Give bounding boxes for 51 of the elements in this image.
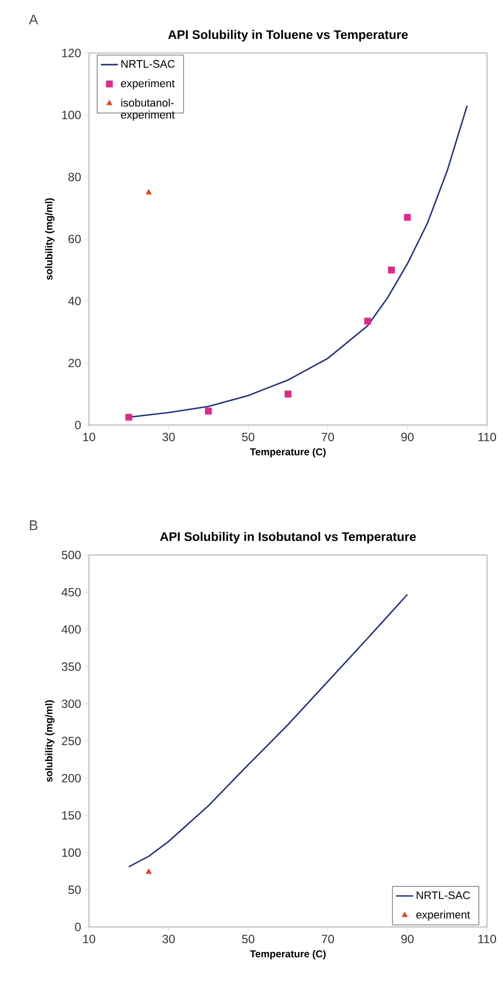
point bbox=[364, 318, 371, 325]
y-tick-label: 80 bbox=[68, 172, 81, 182]
y-tick-label: 100 bbox=[62, 848, 81, 857]
text: B bbox=[30, 520, 38, 530]
x-tick-label: 110 bbox=[478, 934, 496, 944]
x-tick-label: 10 bbox=[83, 432, 96, 442]
line-series bbox=[128, 594, 408, 868]
text: A bbox=[28, 14, 38, 24]
chart-title: API Solubility in Toluene vs Temperature bbox=[168, 30, 408, 42]
y-tick-label: 100 bbox=[62, 110, 81, 120]
legend-label: NRTL-SAC bbox=[416, 891, 470, 900]
y-tick-label: 20 bbox=[68, 358, 81, 368]
y-tick-label: 200 bbox=[62, 774, 81, 782]
legend-label: isobutanol-experiment bbox=[121, 98, 175, 121]
point bbox=[125, 414, 132, 421]
chart-title: API Solubility in Isobutanol vs Temperature bbox=[160, 532, 416, 544]
x-tick-label: 90 bbox=[401, 934, 414, 944]
point bbox=[284, 390, 292, 398]
y-tick-label: 120 bbox=[62, 48, 81, 58]
point bbox=[404, 214, 411, 221]
y-tick-label: 0 bbox=[75, 922, 81, 932]
y-tick-label: 40 bbox=[68, 296, 81, 306]
point bbox=[205, 408, 212, 414]
y-tick-label: 300 bbox=[62, 700, 81, 708]
y-axis-title: solubility (mg/ml) bbox=[45, 198, 54, 280]
x-tick-label: 30 bbox=[162, 934, 175, 944]
x-tick-label: 70 bbox=[322, 934, 334, 944]
point bbox=[146, 189, 152, 194]
x-tick-label: 110 bbox=[478, 432, 496, 442]
legend-label: experiment bbox=[416, 910, 470, 921]
y-tick-label: 250 bbox=[62, 736, 81, 746]
x-tick-label: 30 bbox=[162, 432, 175, 442]
y-tick-label: 150 bbox=[62, 811, 81, 820]
y-tick-label: 450 bbox=[62, 588, 81, 596]
x-tick-label: 10 bbox=[83, 934, 96, 944]
x-axis-title: Temperature (C) bbox=[250, 950, 326, 960]
y-axis-title: solubility (mg/ml) bbox=[45, 700, 54, 782]
y-tick-label: 0 bbox=[75, 420, 81, 430]
x-tick-label: 50 bbox=[242, 934, 254, 944]
legend-label: NRTL-SAC bbox=[121, 60, 175, 68]
x-tick-label: 90 bbox=[401, 432, 414, 442]
y-tick-label: 60 bbox=[68, 234, 81, 244]
x-tick-label: 70 bbox=[322, 432, 334, 442]
x-tick-label: 50 bbox=[242, 432, 254, 442]
x-axis-title: Temperature (C) bbox=[250, 448, 326, 458]
point bbox=[388, 266, 395, 274]
legend-label: experiment bbox=[121, 79, 175, 90]
y-tick-label: 400 bbox=[62, 625, 81, 634]
y-tick-label: 350 bbox=[62, 662, 81, 671]
y-tick-label: 500 bbox=[62, 550, 81, 560]
y-tick-label: 50 bbox=[68, 886, 81, 894]
